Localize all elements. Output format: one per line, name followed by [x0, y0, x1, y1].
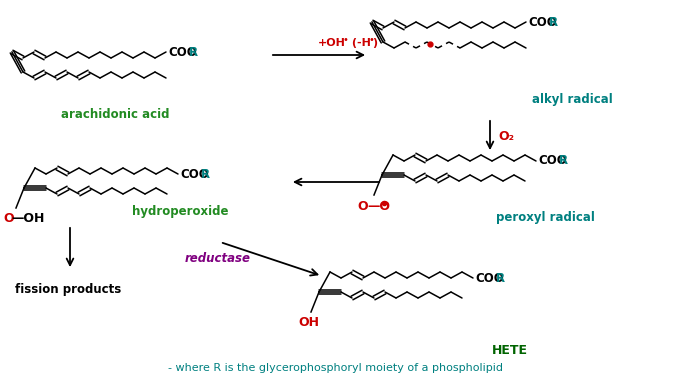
Text: reductase: reductase — [185, 251, 251, 265]
Text: alkyl radical: alkyl radical — [532, 93, 612, 107]
Text: O₂: O₂ — [498, 130, 514, 143]
Text: HETE: HETE — [492, 344, 528, 356]
Text: COO: COO — [180, 167, 209, 181]
Text: —OH: —OH — [11, 212, 44, 226]
Text: COO: COO — [528, 15, 557, 28]
Text: O: O — [357, 200, 367, 212]
Text: R: R — [549, 15, 558, 28]
Text: peroxyl radical: peroxyl radical — [495, 212, 594, 225]
Text: O: O — [3, 212, 13, 226]
Text: —O: —O — [367, 200, 390, 212]
Text: OH: OH — [299, 316, 320, 328]
Text: +OH: +OH — [318, 38, 346, 48]
Text: arachidonic acid: arachidonic acid — [61, 108, 169, 121]
Text: •: • — [368, 35, 374, 45]
Text: R: R — [189, 45, 198, 59]
Text: R: R — [496, 271, 505, 285]
Text: R: R — [201, 167, 210, 181]
Text: hydroperoxide: hydroperoxide — [132, 206, 228, 218]
Text: - where R is the glycerophosphoryl moiety of a phospholipid: - where R is the glycerophosphoryl moiet… — [168, 363, 503, 373]
Text: COO: COO — [475, 271, 504, 285]
Text: R: R — [559, 155, 568, 167]
Text: ): ) — [372, 38, 377, 48]
Text: fission products: fission products — [15, 284, 121, 296]
Text: COO: COO — [538, 155, 567, 167]
Text: •: • — [343, 35, 349, 45]
Text: COO: COO — [168, 45, 197, 59]
Text: (-H: (-H — [348, 38, 371, 48]
